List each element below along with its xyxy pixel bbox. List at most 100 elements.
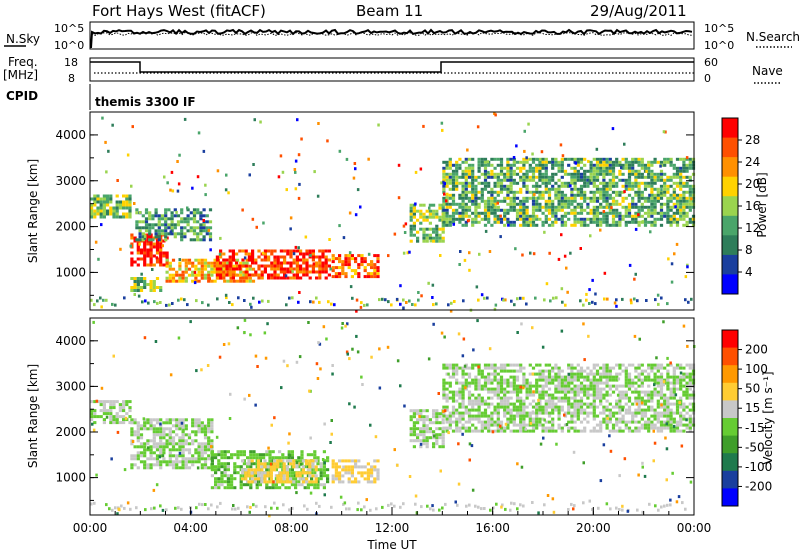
heatmap-cell bbox=[334, 465, 338, 469]
heatmap-cell bbox=[599, 217, 603, 221]
heatmap-cell bbox=[214, 483, 218, 487]
heatmap-cell bbox=[531, 157, 536, 161]
heatmap-cell bbox=[308, 276, 312, 280]
heatmap-cell bbox=[477, 190, 481, 194]
heatmap-cell bbox=[276, 506, 279, 510]
heatmap-cell bbox=[429, 239, 433, 243]
heatmap-cell bbox=[357, 459, 361, 463]
heatmap-cell bbox=[640, 426, 644, 430]
heatmap-cell bbox=[187, 460, 192, 464]
heatmap-cell bbox=[615, 193, 619, 197]
heatmap-cell bbox=[538, 375, 542, 379]
heatmap-cell bbox=[675, 411, 680, 415]
heatmap-cell bbox=[685, 393, 689, 397]
heatmap-cell bbox=[640, 417, 644, 421]
heatmap-cell bbox=[544, 190, 548, 194]
heatmap-cell bbox=[193, 281, 197, 285]
heatmap-cell bbox=[586, 384, 590, 388]
heatmap-cell bbox=[349, 285, 353, 289]
heatmap-cell bbox=[471, 163, 475, 167]
heatmap-cell bbox=[376, 269, 380, 273]
heatmap-cell bbox=[341, 474, 345, 478]
heatmap-cell bbox=[184, 439, 188, 443]
heatmap-cell bbox=[341, 272, 345, 276]
heatmap-cell bbox=[297, 196, 301, 200]
heatmap-cell bbox=[602, 366, 606, 370]
heatmap-cell bbox=[538, 372, 542, 376]
heatmap-cell bbox=[165, 264, 169, 268]
heatmap-cell bbox=[480, 157, 484, 161]
heatmap-cell bbox=[303, 504, 306, 508]
heatmap-cell bbox=[412, 433, 416, 437]
heatmap-cell bbox=[419, 212, 423, 216]
heatmap-cell bbox=[579, 193, 584, 197]
heatmap-cell bbox=[474, 381, 478, 385]
heatmap-cell bbox=[573, 184, 577, 188]
heatmap-cell bbox=[464, 381, 468, 385]
heatmap-cell bbox=[522, 214, 526, 218]
heatmap-cell bbox=[200, 264, 204, 268]
heatmap-cell bbox=[100, 223, 103, 227]
heatmap-cell bbox=[570, 502, 573, 506]
colorbar-tick-label: 24 bbox=[745, 155, 760, 169]
heatmap-cell bbox=[467, 420, 472, 424]
heatmap-cell bbox=[445, 372, 449, 376]
heatmap-cell bbox=[171, 267, 176, 271]
heatmap-cell bbox=[537, 511, 540, 515]
heatmap-cell bbox=[322, 471, 326, 475]
heatmap-cell bbox=[615, 387, 619, 391]
heatmap-cell bbox=[445, 414, 449, 418]
heatmap-cell bbox=[223, 471, 227, 475]
heatmap-cell bbox=[334, 257, 338, 261]
heatmap-cell bbox=[656, 390, 660, 394]
heatmap-cell bbox=[467, 172, 472, 176]
heatmap-cell bbox=[311, 255, 315, 259]
heatmap-cell bbox=[541, 196, 545, 200]
heatmap-cell bbox=[659, 184, 664, 188]
heatmap-cell bbox=[675, 169, 680, 173]
heatmap-cell bbox=[656, 293, 660, 297]
heatmap-cell bbox=[480, 414, 484, 418]
heatmap-cell bbox=[416, 433, 420, 437]
heatmap-cell bbox=[441, 227, 445, 231]
heatmap-cell bbox=[200, 261, 204, 265]
heatmap-cell bbox=[279, 154, 283, 158]
heatmap-cell bbox=[109, 409, 113, 413]
heatmap-cell bbox=[496, 429, 500, 433]
heatmap-cell bbox=[451, 420, 456, 424]
heatmap-cell bbox=[576, 411, 580, 415]
freq-unit: [MHz] bbox=[3, 68, 38, 82]
heatmap-cell bbox=[637, 208, 641, 212]
heatmap-cell bbox=[474, 220, 478, 224]
heatmap-cell bbox=[557, 166, 561, 170]
heatmap-cell bbox=[573, 402, 577, 406]
heatmap-cell bbox=[99, 212, 103, 216]
heatmap-cell bbox=[535, 208, 539, 212]
heatmap-cell bbox=[666, 426, 670, 430]
heatmap-cell bbox=[567, 399, 571, 403]
heatmap-cell bbox=[168, 439, 172, 443]
heatmap-cell bbox=[445, 202, 449, 206]
heatmap-cell bbox=[305, 480, 309, 484]
heatmap-cell bbox=[506, 405, 510, 409]
heatmap-cell bbox=[146, 283, 150, 286]
heatmap-cell bbox=[570, 417, 574, 421]
heatmap-cell bbox=[324, 267, 328, 271]
heatmap-cell bbox=[194, 457, 198, 461]
heatmap-cell bbox=[573, 393, 577, 397]
heatmap-cell bbox=[611, 384, 616, 388]
heatmap-cell bbox=[643, 187, 648, 191]
heatmap-cell bbox=[496, 393, 500, 397]
heatmap-cell bbox=[544, 175, 548, 179]
heatmap-cell bbox=[682, 414, 686, 418]
heatmap-cell bbox=[669, 199, 673, 203]
heatmap-cell bbox=[207, 303, 210, 307]
heatmap-cell bbox=[102, 298, 105, 302]
heatmap-cell bbox=[480, 187, 484, 191]
heatmap-cell bbox=[220, 456, 224, 460]
heatmap-cell bbox=[345, 157, 349, 161]
heatmap-cell bbox=[551, 187, 555, 191]
heatmap-cell bbox=[560, 375, 564, 379]
heatmap-cell bbox=[197, 454, 201, 458]
heatmap-cell bbox=[579, 208, 584, 212]
